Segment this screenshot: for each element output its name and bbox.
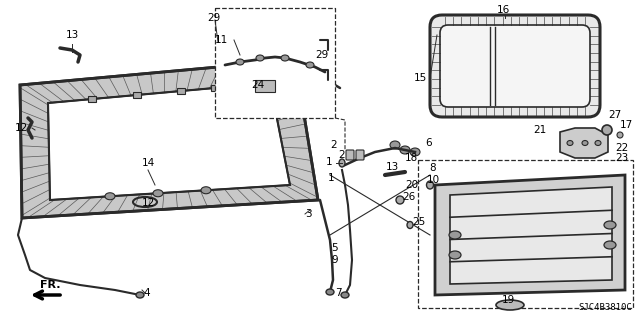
Ellipse shape [400,146,410,154]
Text: 13: 13 [386,162,399,172]
Ellipse shape [410,148,420,156]
Bar [418,160,633,308]
Text: 2: 2 [339,150,345,160]
Text: 14: 14 [141,158,155,168]
Ellipse shape [306,62,314,68]
FancyBboxPatch shape [440,25,590,107]
Text: 7: 7 [335,288,342,298]
Ellipse shape [105,193,115,200]
Text: 20: 20 [405,180,418,190]
Ellipse shape [604,221,616,229]
Ellipse shape [326,289,334,295]
Polygon shape [48,83,290,200]
Text: 9: 9 [332,255,338,265]
Text: 13: 13 [65,30,79,40]
Text: 12: 12 [15,123,28,133]
Text: 1: 1 [328,173,334,183]
Polygon shape [48,83,290,200]
Text: 5: 5 [332,243,338,253]
Bar [211,85,218,91]
Ellipse shape [602,125,612,135]
Text: 3: 3 [305,209,312,219]
Ellipse shape [201,187,211,194]
Ellipse shape [617,132,623,138]
Ellipse shape [407,221,413,228]
Text: 24: 24 [252,80,264,90]
Text: 16: 16 [497,5,509,15]
Bar [215,8,335,118]
Text: 17: 17 [620,120,633,130]
Ellipse shape [256,55,264,61]
Text: 15: 15 [413,73,427,83]
Text: 4: 4 [143,288,150,298]
Ellipse shape [339,159,345,167]
Text: 8: 8 [429,163,436,173]
Bar [255,80,275,92]
Text: 21: 21 [534,125,547,135]
Ellipse shape [341,292,349,298]
Ellipse shape [236,59,244,65]
Polygon shape [560,128,608,158]
Ellipse shape [136,292,144,298]
Ellipse shape [449,231,461,239]
Bar [177,88,185,94]
FancyBboxPatch shape [430,15,600,117]
Text: 22: 22 [615,143,628,153]
Bar [133,92,141,98]
Polygon shape [435,175,625,295]
Text: 29: 29 [315,50,328,60]
Polygon shape [450,187,612,284]
Bar [88,96,97,102]
FancyBboxPatch shape [346,150,354,160]
Ellipse shape [567,140,573,145]
Text: 1: 1 [325,157,332,167]
Text: SJC4B3810C: SJC4B3810C [579,303,632,312]
Ellipse shape [390,141,400,149]
Ellipse shape [604,241,616,249]
Text: 11: 11 [215,35,228,45]
Text: 19: 19 [501,295,515,305]
Ellipse shape [449,251,461,259]
Text: 10: 10 [426,175,440,185]
Ellipse shape [281,55,289,61]
Text: 25: 25 [412,217,425,227]
Text: 6: 6 [425,138,431,148]
Text: 2: 2 [330,140,337,150]
Text: 26: 26 [402,192,415,202]
Ellipse shape [153,190,163,197]
Ellipse shape [396,196,404,204]
Ellipse shape [426,181,433,189]
Ellipse shape [582,140,588,145]
Text: FR.: FR. [40,280,60,290]
Ellipse shape [496,300,524,310]
Ellipse shape [133,197,157,207]
Text: 23: 23 [615,153,628,163]
Text: 29: 29 [207,13,220,23]
Text: 27: 27 [608,110,621,120]
Polygon shape [20,60,318,218]
Text: 12: 12 [141,198,155,208]
FancyBboxPatch shape [356,150,364,160]
Text: 18: 18 [404,153,418,163]
Ellipse shape [595,140,601,145]
